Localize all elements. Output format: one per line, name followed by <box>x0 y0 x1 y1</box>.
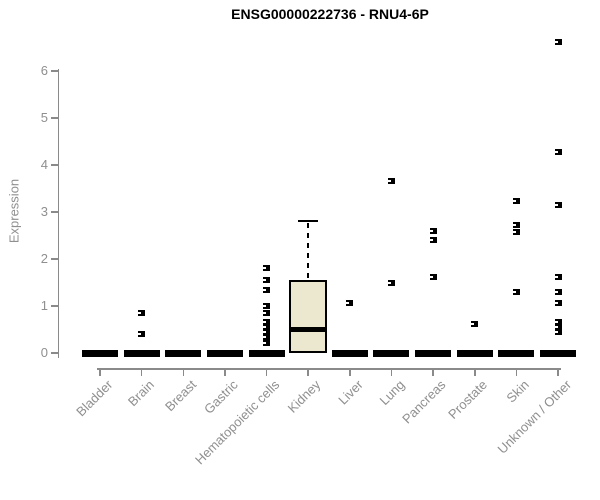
outlier-point <box>263 265 271 272</box>
collapsed-box <box>373 350 410 357</box>
x-tick-label: Gastric <box>200 377 241 417</box>
x-tick-label: Bladder <box>73 377 116 420</box>
outlier-point <box>263 334 271 341</box>
x-tick <box>515 369 518 376</box>
y-tick-label: 4 <box>40 157 48 172</box>
y-tick-label: 3 <box>40 204 48 219</box>
y-tick-label: 2 <box>40 251 48 266</box>
y-tick <box>51 117 58 119</box>
y-tick <box>51 352 58 354</box>
collapsed-box <box>498 350 535 357</box>
outlier-point <box>263 324 271 331</box>
outlier-point <box>429 227 437 234</box>
x-tick-label: Brain <box>125 377 158 410</box>
collapsed-box <box>540 350 577 357</box>
y-tick <box>51 258 58 260</box>
outlier-point <box>554 319 562 326</box>
y-axis-line <box>57 69 59 358</box>
collapsed-box <box>165 350 202 357</box>
outlier-point <box>554 148 562 155</box>
outlier-point <box>429 237 437 244</box>
y-tick-label: 1 <box>40 298 48 313</box>
x-tick-label: Unknown / Other <box>494 377 574 457</box>
x-tick <box>307 369 309 376</box>
outlier-point <box>263 277 271 284</box>
collapsed-box <box>82 350 118 357</box>
y-tick <box>51 70 58 72</box>
x-tick <box>557 369 559 376</box>
x-tick <box>349 369 351 376</box>
collapsed-box <box>248 350 285 357</box>
collapsed-box <box>331 350 368 357</box>
outlier-point <box>554 38 562 45</box>
outlier-point <box>554 328 562 335</box>
y-tick <box>51 164 58 166</box>
outlier-point <box>387 279 395 286</box>
outlier-point <box>471 320 479 327</box>
collapsed-box <box>456 350 493 357</box>
x-tick <box>224 369 226 376</box>
x-tick-label: Liver <box>334 377 366 408</box>
outlier-point <box>554 324 562 331</box>
collapsed-box <box>123 350 160 357</box>
median-line <box>289 327 328 332</box>
collapsed-box <box>415 350 452 357</box>
outlier-point <box>554 201 562 208</box>
whisker-cap <box>298 220 319 223</box>
outlier-point <box>387 178 395 185</box>
x-tick <box>265 369 268 376</box>
x-tick-label: Pancreas <box>399 377 449 427</box>
outlier-point <box>263 302 271 309</box>
x-tick <box>432 369 434 376</box>
outlier-point <box>263 340 271 347</box>
x-tick <box>474 369 476 376</box>
outlier-point <box>138 331 146 338</box>
outlier-point <box>263 329 271 336</box>
y-tick <box>51 305 58 307</box>
outlier-point <box>263 319 271 326</box>
x-tick-label: Kidney <box>285 377 324 416</box>
outlier-point <box>512 288 520 295</box>
outlier-point <box>554 288 562 295</box>
x-axis-line <box>97 368 561 370</box>
x-tick <box>99 369 101 376</box>
y-tick <box>51 211 58 213</box>
outlier-point <box>554 299 562 306</box>
x-tick <box>140 369 143 376</box>
outlier-point <box>263 287 271 294</box>
y-tick-label: 6 <box>40 63 48 78</box>
y-tick-label: 5 <box>40 110 48 125</box>
x-tick <box>182 369 185 376</box>
outlier-point <box>554 273 562 280</box>
x-tick-label: Skin <box>503 377 533 406</box>
outlier-point <box>346 299 354 306</box>
outlier-point <box>512 197 520 204</box>
collapsed-box <box>206 350 243 357</box>
outlier-point <box>138 310 146 317</box>
outlier-point <box>429 273 437 280</box>
outlier-point <box>263 310 271 317</box>
chart-title: ENSG00000222736 - RNU4-6P <box>231 6 429 22</box>
x-tick-label: Lung <box>376 377 408 409</box>
x-tick-label: Breast <box>161 377 199 415</box>
box <box>289 280 328 353</box>
y-tick-label: 0 <box>40 345 48 360</box>
outlier-point <box>512 229 520 236</box>
outlier-point <box>512 222 520 229</box>
upper-whisker <box>307 223 310 281</box>
x-tick-label: Prostate <box>445 377 491 422</box>
x-tick <box>390 369 393 376</box>
